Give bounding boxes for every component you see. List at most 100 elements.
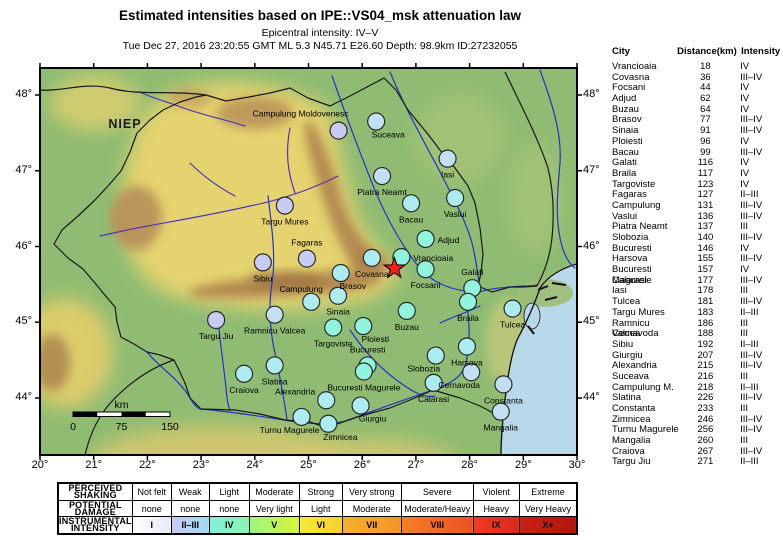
- intensity-cell: III–IV: [740, 114, 763, 126]
- intensity-cell: III–IV: [740, 392, 763, 404]
- city-label-campulung: Campulung: [279, 284, 323, 294]
- lat-tick-label-left: 44°: [15, 391, 32, 403]
- city-marker-mangalia: [491, 402, 510, 421]
- intensity-cell: III–IV: [740, 445, 763, 457]
- scale-tick-label: 75: [116, 421, 128, 433]
- epicenter-star: [382, 255, 407, 279]
- city-table-row: Campulung 131 III–IV: [600, 200, 783, 212]
- eastern-carpathians-ridge: [305, 118, 385, 276]
- city-marker-tulcea: [503, 299, 522, 318]
- intensity-cell: III: [740, 370, 749, 382]
- city-table-row: Covasna 36 III–IV: [600, 71, 783, 84]
- city-marker-cernavoda: [462, 363, 481, 382]
- city-table-row: Iasi 178 III: [600, 286, 783, 297]
- legend-shaking-cell-6: Very strong: [341, 482, 402, 501]
- intensity-cell: II–III: [740, 338, 759, 350]
- city-table-row: Braila 117 IV: [600, 168, 783, 180]
- legend-intensity-cell-9: X+: [518, 516, 578, 535]
- lon-tick-label: 25°: [300, 459, 317, 471]
- city-name-cell: Sibiu: [612, 338, 634, 350]
- legend-shaking-cell-9: Extreme: [518, 482, 578, 501]
- distance-cell: 260: [697, 435, 714, 447]
- scale-bar-seg1: [73, 412, 98, 417]
- city-name-cell: Cernavoda: [612, 328, 659, 340]
- border-south-west: [53, 94, 502, 428]
- city-name-cell: Calarasi: [612, 274, 647, 286]
- city-marker-slobozia: [426, 346, 445, 365]
- distance-cell: 36: [700, 71, 711, 83]
- city-marker-calarasi: [424, 373, 443, 392]
- lat-tick-label-left: 45°: [15, 315, 32, 328]
- legend-damage-cell-8: Heavy: [472, 500, 520, 517]
- legend-intensity-cell-1: I: [131, 516, 172, 535]
- intensity-cell: III–IV: [740, 424, 763, 436]
- apuseni-peaks: [110, 186, 162, 250]
- lat-tick-label-left: 48°: [15, 88, 32, 100]
- city-table-row: Targu Mures 183 II–III: [600, 307, 783, 319]
- city-name-cell: Ploiesti: [612, 135, 643, 147]
- city-table: City Distance(km) Intensity Vrancioaia 18…: [600, 46, 783, 468]
- intensity-map: NIEP km 0 75 150 Vrancioaia Covasna Focsani A…: [35, 63, 582, 460]
- legend-shaking-row: PERCEIVED SHAKING Not felt Weak Light Moderat…: [57, 482, 578, 501]
- city-label-constanta: Constanta: [484, 395, 523, 405]
- lon-tick-label: 26°: [353, 459, 371, 471]
- city-marker-braila: [458, 292, 478, 311]
- city-label-iasi: Iasi: [441, 170, 454, 180]
- city-table-row: Alexandria 215 III–IV: [600, 361, 783, 372]
- legend-intensity-cell-6: VII: [341, 516, 402, 535]
- city-marker-brasov: [331, 263, 350, 283]
- city-table-row: Calarasi 177 III–IV: [600, 274, 783, 287]
- intensity-cell: IV: [740, 103, 750, 115]
- city-label-campulung-moldovenesc: Campulung Moldovenesc: [253, 109, 350, 119]
- city-name-cell: Targu Jiu: [612, 456, 651, 468]
- city-label-sinaia: Sinaia: [326, 307, 350, 317]
- moldova-plateau-2: [507, 143, 563, 253]
- city-marker-craiova: [234, 364, 254, 383]
- lat-tick-label-right: 47°: [583, 163, 600, 176]
- distance-cell: 246: [697, 413, 714, 425]
- city-marker-adjud: [416, 229, 435, 249]
- legend-header-line: INTENSITY: [70, 523, 120, 533]
- legend-header-line: PERCEIVED: [68, 483, 123, 493]
- carpathian-highlands: [121, 82, 398, 310]
- jiu-river: [217, 317, 231, 411]
- distance-cell: 96: [700, 135, 711, 147]
- city-name-cell: Bacau: [612, 146, 639, 158]
- fagaras-peaks: [247, 272, 323, 288]
- city-name-cell: Adjud: [612, 93, 637, 105]
- city-marker-targu-mures: [275, 196, 294, 215]
- city-label-covasna: Covasna: [355, 269, 389, 279]
- city-name-cell: Bucuresti Magurele: [612, 264, 652, 286]
- city-label-slatina: Slatina: [262, 376, 288, 386]
- intensity-cell: III–IV: [740, 71, 763, 83]
- lat-tick-label-right: 48°: [583, 88, 600, 100]
- city-label-turnu-magurele: Turnu Magurele: [260, 425, 320, 435]
- city-marker-suceava: [367, 112, 386, 131]
- intensity-cell: III–IV: [740, 349, 763, 361]
- distance-cell: 123: [697, 178, 714, 190]
- city-label-targu-jiu: Targu Jiu: [199, 331, 234, 341]
- distance-cell: 271: [697, 456, 714, 468]
- danube-delta: [517, 279, 573, 307]
- city-name-cell: Galati: [612, 157, 637, 169]
- city-label-sibiu: Sibiu: [253, 273, 272, 283]
- city-marker-fagaras: [297, 249, 316, 268]
- city-table-row: Sibiu 192 II–III: [600, 338, 783, 351]
- distance-cell: 215: [697, 360, 714, 372]
- border-serbia-bulgaria: [84, 359, 175, 455]
- city-table-row: Focsani 44 IV: [600, 83, 783, 94]
- city-label-vaslui: Vaslui: [444, 209, 467, 219]
- legend-shaking-cell-1: Not felt: [131, 482, 172, 501]
- legend-header-line: SHAKING: [73, 490, 117, 500]
- city-label-suceava: Suceava: [372, 130, 405, 140]
- city-name-cell: Vrancioaia: [612, 61, 657, 72]
- city-name-cell: Zimnicea: [612, 413, 651, 425]
- legend-header-line: POTENTIAL: [68, 500, 122, 510]
- city-name-cell: Buzau: [612, 103, 639, 115]
- city-name-cell: Turnu Magurele: [612, 424, 679, 436]
- city-marker-focsani: [416, 260, 435, 279]
- legend-header-line: INSTRUMENTAL: [59, 516, 132, 526]
- city-label-targu-mures: Targu Mures: [261, 217, 308, 227]
- city-table-row: Bacau 99 III–IV: [600, 146, 783, 159]
- distance-cell: 127: [697, 189, 714, 201]
